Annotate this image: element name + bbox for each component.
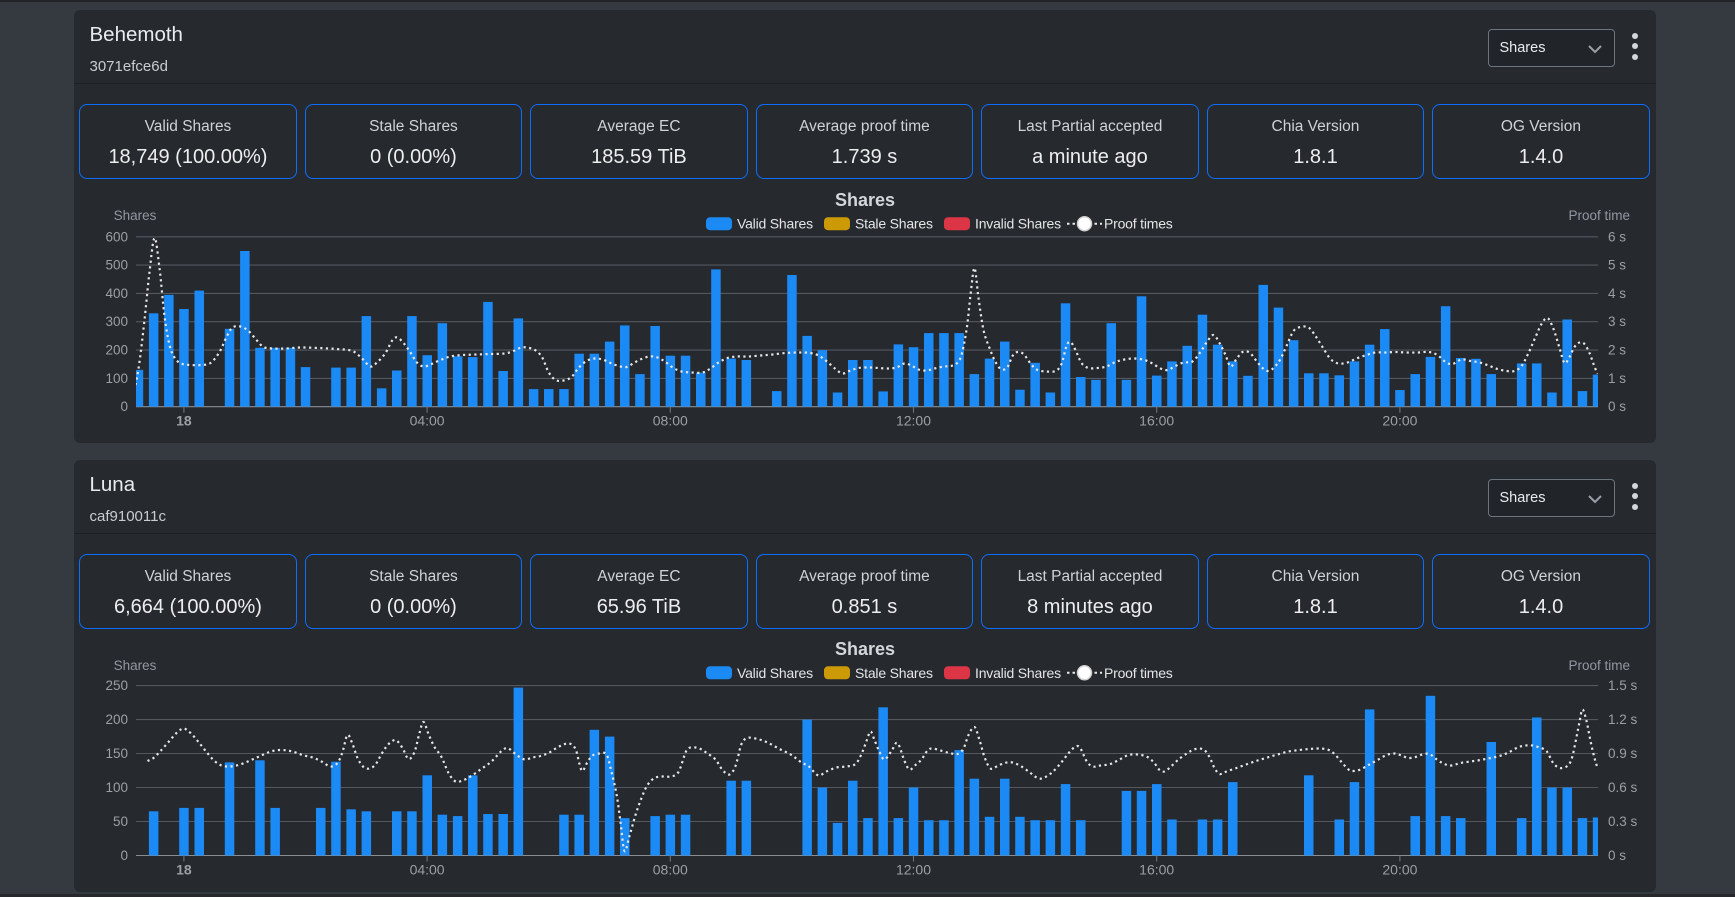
svg-text:18: 18: [176, 413, 192, 429]
svg-text:12:00: 12:00: [895, 862, 930, 878]
svg-text:Valid Shares: Valid Shares: [737, 216, 813, 232]
svg-text:Invalid Shares: Invalid Shares: [975, 216, 1061, 232]
svg-text:0 s: 0 s: [1608, 399, 1626, 414]
svg-text:300: 300: [105, 314, 128, 329]
svg-text:Stale Shares: Stale Shares: [855, 216, 933, 232]
svg-text:20:00: 20:00: [1382, 413, 1417, 429]
svg-text:250: 250: [105, 678, 128, 693]
svg-text:20:00: 20:00: [1382, 862, 1417, 878]
svg-text:0 s: 0 s: [1608, 848, 1626, 863]
svg-text:400: 400: [105, 286, 128, 301]
svg-text:Proof time: Proof time: [1568, 658, 1630, 673]
svg-text:04:00: 04:00: [409, 862, 444, 878]
svg-text:5 s: 5 s: [1608, 258, 1626, 273]
svg-text:0.9 s: 0.9 s: [1608, 746, 1638, 761]
svg-text:0.3 s: 0.3 s: [1608, 814, 1638, 829]
svg-text:Shares: Shares: [113, 658, 156, 673]
svg-text:08:00: 08:00: [652, 862, 687, 878]
svg-text:0.6 s: 0.6 s: [1608, 780, 1638, 795]
svg-text:100: 100: [105, 371, 128, 386]
svg-text:Invalid Shares: Invalid Shares: [975, 665, 1061, 681]
svg-text:Proof times: Proof times: [1104, 665, 1173, 681]
svg-text:18: 18: [176, 862, 192, 878]
svg-text:12:00: 12:00: [895, 413, 930, 429]
svg-text:2 s: 2 s: [1608, 343, 1626, 358]
svg-text:200: 200: [105, 343, 128, 358]
svg-text:4 s: 4 s: [1608, 286, 1626, 301]
svg-text:500: 500: [105, 258, 128, 273]
svg-text:100: 100: [105, 780, 128, 795]
svg-text:1 s: 1 s: [1608, 371, 1626, 386]
svg-text:3 s: 3 s: [1608, 314, 1626, 329]
svg-text:150: 150: [105, 746, 128, 761]
svg-text:16:00: 16:00: [1139, 862, 1174, 878]
svg-text:Valid Shares: Valid Shares: [737, 665, 813, 681]
svg-text:1.5 s: 1.5 s: [1608, 678, 1638, 693]
svg-text:Stale Shares: Stale Shares: [855, 665, 933, 681]
svg-text:6 s: 6 s: [1608, 229, 1626, 244]
svg-text:200: 200: [105, 712, 128, 727]
svg-text:Proof times: Proof times: [1104, 216, 1173, 232]
svg-text:Proof time: Proof time: [1568, 208, 1630, 223]
svg-text:0: 0: [120, 848, 128, 863]
svg-text:Shares: Shares: [834, 639, 894, 659]
svg-text:50: 50: [112, 814, 127, 829]
svg-text:04:00: 04:00: [409, 413, 444, 429]
svg-text:0: 0: [120, 399, 128, 414]
svg-text:600: 600: [105, 229, 128, 244]
svg-text:Shares: Shares: [113, 208, 156, 223]
svg-text:16:00: 16:00: [1139, 413, 1174, 429]
svg-text:Shares: Shares: [834, 190, 894, 210]
svg-text:1.2 s: 1.2 s: [1608, 712, 1638, 727]
svg-text:08:00: 08:00: [652, 413, 687, 429]
